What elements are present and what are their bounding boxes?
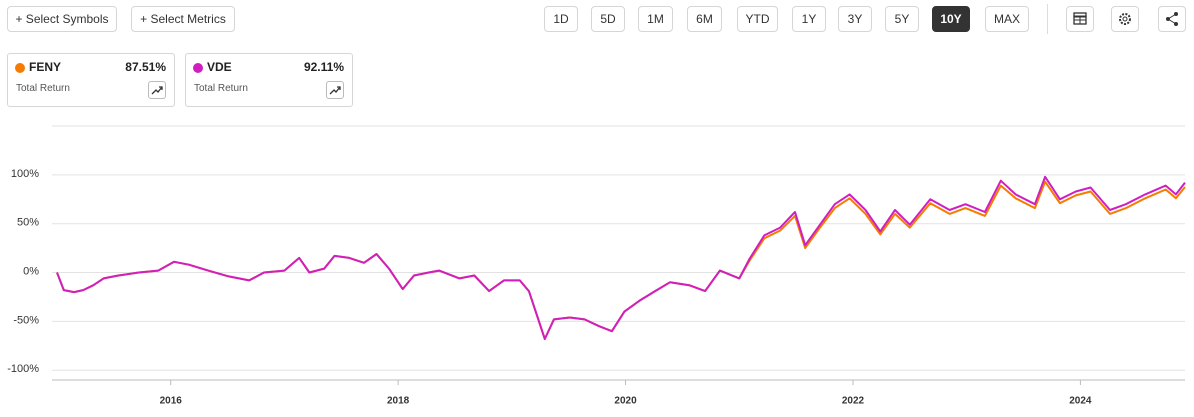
y-tick-label: -100% xyxy=(7,363,39,375)
period-button[interactable]: 1M xyxy=(638,6,673,32)
select-button[interactable]: + Select Symbols xyxy=(7,6,117,32)
legend-card: VDE 92.11% Total Return xyxy=(185,53,353,107)
period-button[interactable]: 6M xyxy=(687,6,722,32)
trend-button[interactable] xyxy=(148,81,166,99)
x-tick-label: 2024 xyxy=(1069,396,1092,407)
legend-metric: Total Return xyxy=(194,83,248,94)
x-tick-label: 2016 xyxy=(160,396,183,407)
legend-metric: Total Return xyxy=(16,83,70,94)
period-button[interactable]: MAX xyxy=(985,6,1029,32)
settings-button[interactable] xyxy=(1111,6,1139,32)
y-tick-label: 100% xyxy=(11,168,39,180)
trend-button[interactable] xyxy=(326,81,344,99)
period-button[interactable]: 5D xyxy=(591,6,625,32)
table-button[interactable] xyxy=(1066,6,1094,32)
share-button[interactable] xyxy=(1158,6,1186,32)
y-tick-label: 0% xyxy=(23,265,39,277)
x-tick-label: 2020 xyxy=(614,396,637,407)
series-line xyxy=(56,175,1186,340)
x-tick-label: 2022 xyxy=(842,396,865,407)
x-tick-label: 2018 xyxy=(387,396,410,407)
separator xyxy=(1047,4,1048,34)
legend-return: 92.11% xyxy=(303,60,344,74)
legend-name: VDE xyxy=(207,60,232,74)
legend-name: FENY xyxy=(29,60,62,74)
period-button[interactable]: 3Y xyxy=(838,6,872,32)
y-tick-label: -50% xyxy=(13,314,39,326)
period-button[interactable]: YTD xyxy=(737,6,778,32)
trend-icon xyxy=(151,86,163,95)
legend-swatch xyxy=(193,63,203,73)
period-button[interactable]: 1D xyxy=(544,6,578,32)
table-icon xyxy=(1073,12,1087,25)
legend-return: 87.51% xyxy=(125,60,166,74)
select-button[interactable]: + Select Metrics xyxy=(131,6,235,32)
period-button[interactable]: 1Y xyxy=(792,6,826,32)
period-button[interactable]: 10Y xyxy=(932,6,970,32)
legend-swatch xyxy=(15,63,25,73)
series-line xyxy=(56,180,1186,340)
y-tick-label: 50% xyxy=(17,217,39,229)
gear-icon xyxy=(1119,13,1131,25)
share-icon xyxy=(1166,12,1178,26)
period-button[interactable]: 5Y xyxy=(885,6,919,32)
trend-icon xyxy=(329,86,341,95)
legend-card: FENY 87.51% Total Return xyxy=(7,53,175,107)
